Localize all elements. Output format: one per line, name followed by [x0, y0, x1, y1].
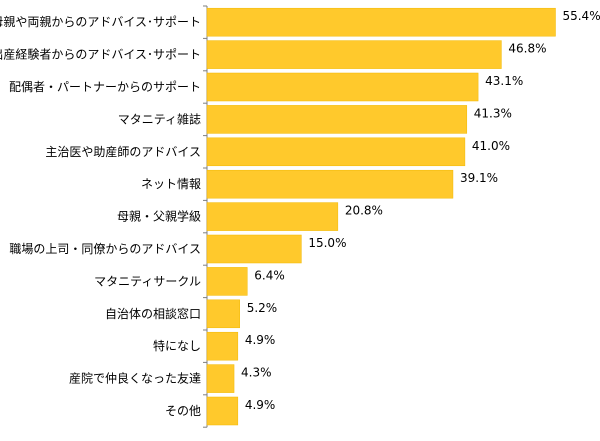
- category-label: ネット情報: [141, 177, 201, 191]
- value-label: 46.8%: [508, 42, 546, 56]
- category-label: 主治医や助産師のアドバイス: [45, 144, 201, 159]
- category-label: 母親・父親学級: [117, 209, 201, 224]
- category-label: 出産経験者からのアドバイス･サポート: [0, 47, 201, 62]
- value-label: 4.9%: [245, 398, 275, 412]
- bar: [206, 72, 479, 102]
- value-label: 43.1%: [485, 74, 523, 88]
- category-label: マタニティサークル: [94, 274, 201, 288]
- bar: [206, 105, 468, 134]
- category-labels-layer: 母親や両親からのアドバイス･サポート出産経験者からのアドバイス･サポート配偶者・…: [0, 15, 201, 418]
- category-label: 配偶者・パートナーからのサポート: [9, 80, 201, 94]
- bar: [206, 299, 240, 329]
- category-label: 職場の上司・同僚からのアドバイス: [9, 241, 201, 256]
- axis-layer: [203, 5, 208, 428]
- bar: [206, 202, 339, 231]
- bar: [206, 169, 454, 199]
- value-label: 4.3%: [241, 366, 272, 380]
- bar: [206, 267, 248, 296]
- bar: [206, 364, 235, 393]
- bar: [206, 396, 239, 426]
- value-label: 6.4%: [254, 268, 284, 282]
- category-label: その他: [165, 404, 201, 418]
- category-label: 特になし: [153, 338, 201, 353]
- value-label: 5.2%: [247, 301, 277, 315]
- bar: [206, 7, 556, 37]
- category-label: 母親や両親からのアドバイス･サポート: [0, 15, 201, 29]
- category-label: 産院で仲良くなった友達: [69, 371, 201, 386]
- bar: [206, 40, 502, 69]
- bar: [206, 137, 466, 167]
- value-labels-layer: 55.4% 46.8% 43.1% 41.3% 41.0% 39.1% 20.8% 15.0%…: [241, 9, 600, 412]
- value-label: 4.9%: [245, 333, 275, 347]
- category-label: 自治体の相談窓口: [105, 306, 201, 321]
- bar: [206, 234, 302, 264]
- bar: [206, 331, 239, 361]
- value-label: 15.0%: [308, 236, 346, 250]
- value-label: 55.4%: [562, 9, 600, 23]
- category-label: マタニティ雑誌: [118, 111, 201, 126]
- value-label: 41.3%: [474, 106, 512, 120]
- value-label: 39.1%: [460, 171, 498, 185]
- value-label: 41.0%: [472, 139, 510, 153]
- bars-layer: [206, 7, 556, 426]
- value-label: 20.8%: [345, 204, 383, 218]
